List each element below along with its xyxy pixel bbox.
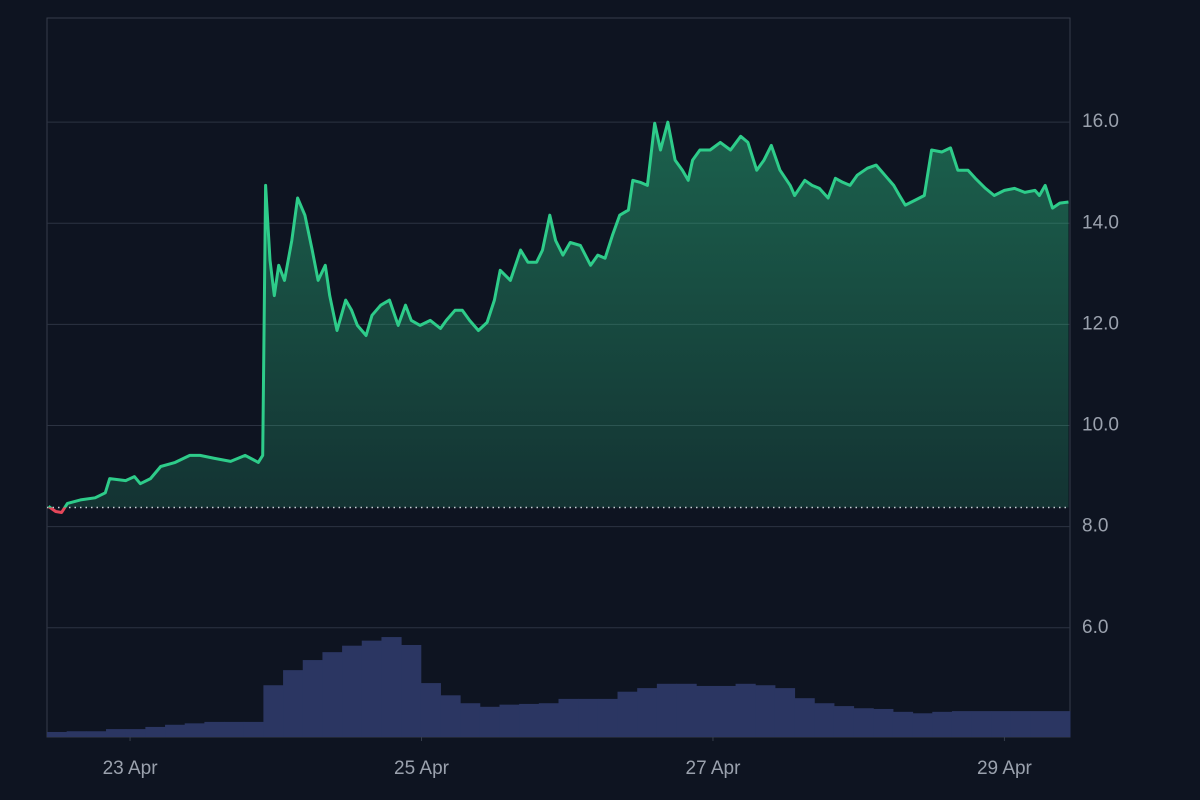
volume-bar — [440, 695, 461, 737]
volume-bar — [951, 711, 973, 737]
volume-bar — [637, 688, 658, 737]
volume-bar — [66, 731, 87, 737]
volume-bar — [991, 711, 1012, 737]
volume-bar — [224, 721, 245, 737]
x-tick-label: 29 Apr — [977, 758, 1033, 779]
volume-bar — [1010, 711, 1032, 737]
volume-bar — [892, 711, 914, 737]
volume-bar — [873, 708, 894, 737]
volume-bar — [971, 711, 992, 737]
volume-bar — [1050, 711, 1071, 737]
y-tick-label: 10.0 — [1082, 415, 1119, 436]
volume-bar — [814, 703, 835, 737]
x-tick-label: 25 Apr — [394, 758, 450, 779]
volume-bar — [204, 721, 225, 737]
y-tick-label: 8.0 — [1082, 516, 1108, 537]
volume-bar — [125, 729, 146, 737]
volume-bar — [755, 685, 776, 737]
y-tick-label: 14.0 — [1082, 212, 1119, 233]
volume-bar — [420, 683, 441, 737]
plot: 6.0 8.0 10.0 12.0 14.0 16.0 23 Apr 25 Apr 27 Apr… — [46, 17, 1119, 779]
volume-bar — [283, 670, 304, 737]
volume-bar — [932, 711, 953, 737]
volume-bar — [145, 726, 166, 737]
volume-bar — [676, 683, 697, 737]
y-tick-label: 12.0 — [1082, 313, 1119, 334]
x-tick-label: 27 Apr — [686, 758, 742, 779]
volume-bar — [735, 683, 756, 737]
volume-bar — [715, 685, 737, 737]
volume-bar — [361, 640, 382, 737]
volume-bar — [519, 703, 540, 737]
volume-bar — [617, 691, 638, 737]
volume-bar — [794, 698, 815, 737]
price-area — [48, 122, 1069, 508]
x-tick-label: 23 Apr — [103, 758, 159, 779]
volume-bar — [833, 706, 855, 737]
volume-bar — [243, 721, 264, 737]
volume-bar — [86, 731, 107, 737]
volume-bar — [499, 704, 520, 737]
volume-bar — [106, 729, 127, 737]
volume-bar — [696, 685, 717, 737]
volume-bar — [302, 660, 323, 737]
price-line — [47, 120, 1069, 508]
volume-bar — [578, 698, 599, 737]
volume-bar — [538, 703, 559, 737]
volume-bar — [184, 723, 205, 737]
volume-bar — [165, 724, 186, 737]
volume-bar — [656, 683, 678, 737]
volume-bar — [401, 644, 422, 737]
volume-bar — [912, 713, 933, 737]
y-tick-label: 6.0 — [1082, 617, 1108, 638]
volume-bar — [558, 698, 579, 737]
volume-bar — [381, 637, 402, 737]
volume-bar — [479, 706, 500, 737]
volume-bar — [342, 645, 363, 737]
y-tick-label: 16.0 — [1082, 111, 1119, 132]
volume-bar — [597, 698, 619, 737]
volume-bar — [263, 685, 284, 737]
volume-bar — [853, 708, 874, 737]
volume-bar — [460, 703, 481, 737]
volume-bar — [774, 688, 796, 737]
volume-bar — [322, 652, 343, 737]
volume-bar — [47, 731, 68, 737]
volume-bar — [1030, 711, 1051, 737]
